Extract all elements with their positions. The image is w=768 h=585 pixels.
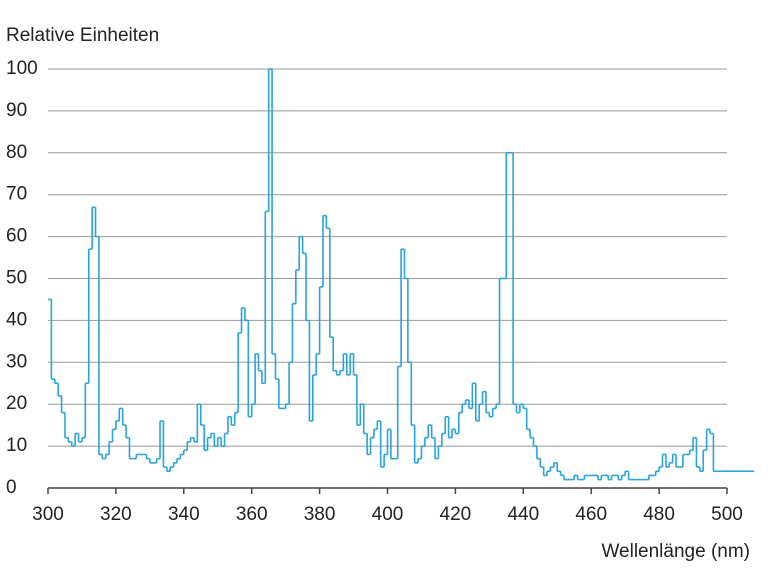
step-risers: [50, 69, 715, 480]
y-tick-label: 60: [6, 226, 27, 247]
x-tick-label: 440: [507, 504, 539, 525]
y-tick-label: 10: [6, 435, 27, 456]
x-axis-label: Wellenlänge (nm): [601, 541, 750, 562]
x-tick-label: 480: [643, 504, 675, 525]
y-tick-label: 50: [6, 268, 27, 289]
x-tick-label: 400: [372, 504, 404, 525]
y-tick-label: 30: [6, 351, 27, 372]
y-tick-label: 20: [6, 393, 27, 414]
y-tick-label: 40: [6, 309, 27, 330]
y-tick-label: 90: [6, 100, 27, 121]
x-tick-label: 340: [168, 504, 200, 525]
y-tick-label: 70: [6, 184, 27, 205]
y-tick-label: 0: [6, 477, 17, 498]
y-tick-label: 100: [6, 58, 38, 79]
x-tick-label: 420: [440, 504, 472, 525]
x-tick-label: 500: [711, 504, 743, 525]
y-axis-label: Relative Einheiten: [6, 25, 159, 46]
x-tick-label: 460: [575, 504, 607, 525]
x-tick-label: 320: [100, 504, 132, 525]
x-tick-label: 300: [32, 504, 64, 525]
x-tick-label: 380: [304, 504, 336, 525]
x-tick-label: 360: [236, 504, 268, 525]
y-tick-label: 80: [6, 142, 27, 163]
